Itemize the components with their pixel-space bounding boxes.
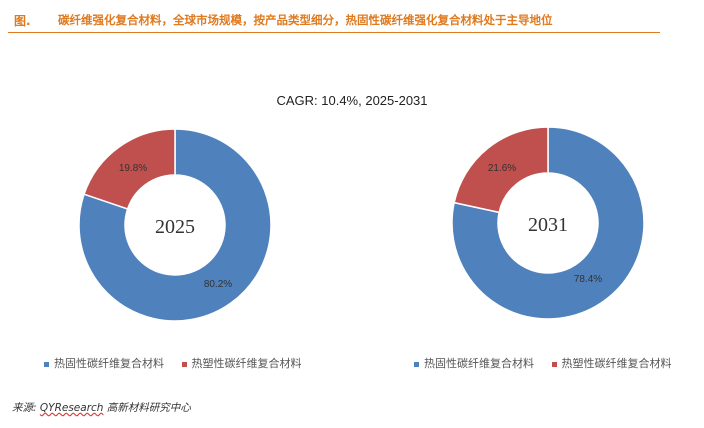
source-org: QYResearch [39, 402, 104, 414]
legend-swatch-thermoset [44, 361, 49, 367]
slice-label-thermoplastic-2025: 19.8% [119, 163, 147, 174]
legend-2031: 热固性碳纤维复合材料 热塑性碳纤维复合材料 [414, 355, 686, 371]
legend-label: 热塑性碳纤维复合材料 [191, 357, 302, 370]
figure-header: 图. 碳纤维强化复合材料，全球市场规模，按产品类型细分，热固性碳纤维强化复合材料… [8, 4, 660, 33]
legend-item-thermoplastic: 热塑性碳纤维复合材料 [551, 355, 672, 371]
source-suffix: 高新材料研究中心 [103, 402, 191, 414]
figure-label: 图. [14, 14, 31, 28]
donut-chart-2025: 80.2% 19.8% 2025 [78, 128, 272, 322]
legend-label: 热固性碳纤维复合材料 [54, 357, 164, 370]
source-prefix: 来源: [12, 402, 37, 414]
legend-2025: 热固性碳纤维复合材料 热塑性碳纤维复合材料 [44, 355, 316, 371]
legend-label: 热塑性碳纤维复合材料 [561, 357, 672, 370]
slice-label-thermoset-2031: 78.4% [574, 274, 602, 285]
donut-chart-2031: 78.4% 21.6% 2031 [451, 126, 645, 320]
cagr-label: CAGR: 10.4%, 2025-2031 [276, 93, 428, 108]
slice-thermoplastic-2031 [453, 126, 549, 214]
center-label-2025: 2025 [155, 216, 195, 238]
legend-label: 热固性碳纤维复合材料 [424, 357, 534, 370]
figure-title: 碳纤维强化复合材料，全球市场规模，按产品类型细分，热固性碳纤维强化复合材料处于主… [58, 13, 553, 27]
legend-swatch-thermoplastic [181, 361, 187, 367]
slice-label-thermoset-2025: 80.2% [204, 279, 232, 290]
slice-thermoset-2025 [78, 128, 272, 322]
legend-item-thermoplastic: 热塑性碳纤维复合材料 [181, 355, 302, 371]
legend-item-thermoset: 热固性碳纤维复合材料 [414, 355, 534, 371]
slice-thermoplastic-2025 [83, 128, 176, 210]
legend-swatch-thermoset [414, 361, 419, 367]
slice-label-thermoplastic-2031: 21.6% [488, 163, 516, 174]
source-note: 来源: QYResearch 高新材料研究中心 [12, 400, 191, 415]
legend-item-thermoset: 热固性碳纤维复合材料 [44, 355, 164, 371]
legend-swatch-thermoplastic [551, 361, 557, 367]
center-label-2031: 2031 [528, 214, 568, 236]
slice-thermoset-2031 [451, 126, 645, 320]
